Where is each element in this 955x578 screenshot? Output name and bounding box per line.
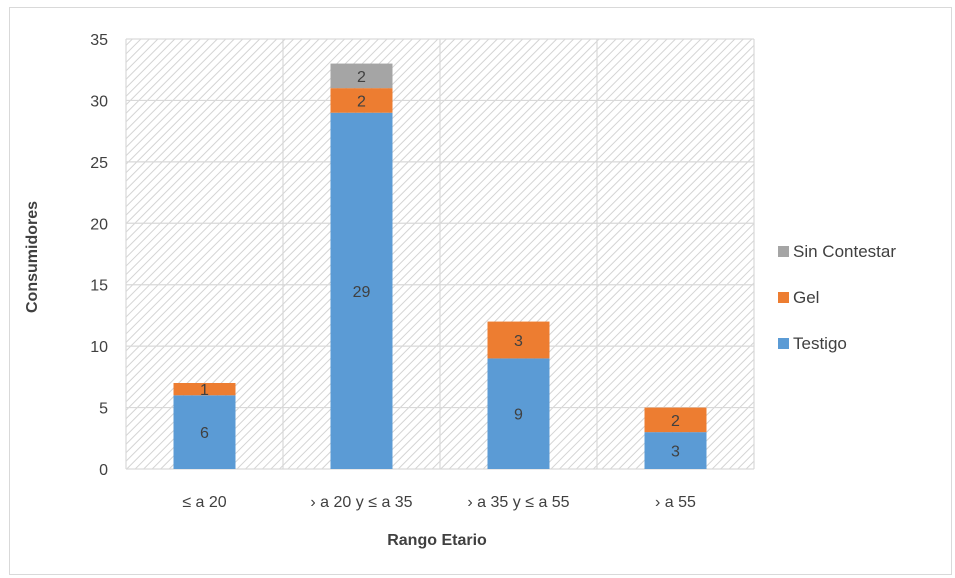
y-axis-title: Consumidores bbox=[24, 201, 41, 313]
bar-segment bbox=[330, 112, 393, 469]
legend-label: Testigo bbox=[793, 334, 847, 353]
bar-segment bbox=[330, 63, 393, 89]
chart-frame: 0 5 10 15 20 25 30 35 6 1 ≤ a 20 29 2 2 › a 20 y ≤ a 3… bbox=[9, 7, 952, 575]
y-tick-label: 25 bbox=[90, 155, 108, 172]
bar-segment bbox=[173, 383, 236, 396]
x-axis-title: Rango Etario bbox=[387, 532, 487, 549]
legend-label: Gel bbox=[793, 288, 819, 307]
legend-swatch bbox=[778, 246, 789, 257]
y-tick-label: 10 bbox=[90, 339, 108, 356]
data-label: 9 bbox=[514, 407, 523, 424]
bar-segment bbox=[173, 395, 236, 469]
legend-swatch bbox=[778, 292, 789, 303]
y-tick-label: 20 bbox=[90, 216, 108, 233]
bar-segment bbox=[330, 88, 393, 113]
data-label: 3 bbox=[671, 444, 680, 461]
bar-segment bbox=[487, 358, 550, 469]
y-tick-label: 5 bbox=[99, 401, 108, 418]
x-tick-label: › a 20 y ≤ a 35 bbox=[310, 494, 412, 511]
bar-segment bbox=[644, 432, 707, 469]
x-tick-label: › a 35 y ≤ a 55 bbox=[467, 494, 569, 511]
data-label: 2 bbox=[671, 413, 680, 430]
data-label: 3 bbox=[514, 333, 523, 350]
y-tick-label: 30 bbox=[90, 93, 108, 110]
bar-segment bbox=[487, 321, 550, 359]
data-label: 1 bbox=[200, 382, 209, 399]
data-label: 2 bbox=[357, 69, 366, 86]
data-label: 2 bbox=[357, 93, 366, 110]
y-tick-label: 35 bbox=[90, 32, 108, 49]
y-tick-label: 15 bbox=[90, 278, 108, 295]
data-label: 6 bbox=[200, 425, 209, 442]
data-label: 29 bbox=[353, 284, 371, 301]
legend-label: Sin Contestar bbox=[793, 242, 896, 261]
legend-swatch bbox=[778, 338, 789, 349]
x-tick-label: › a 55 bbox=[655, 494, 696, 511]
x-tick-label: ≤ a 20 bbox=[182, 494, 226, 511]
bar-segment bbox=[644, 407, 707, 433]
y-tick-label: 0 bbox=[99, 462, 108, 479]
